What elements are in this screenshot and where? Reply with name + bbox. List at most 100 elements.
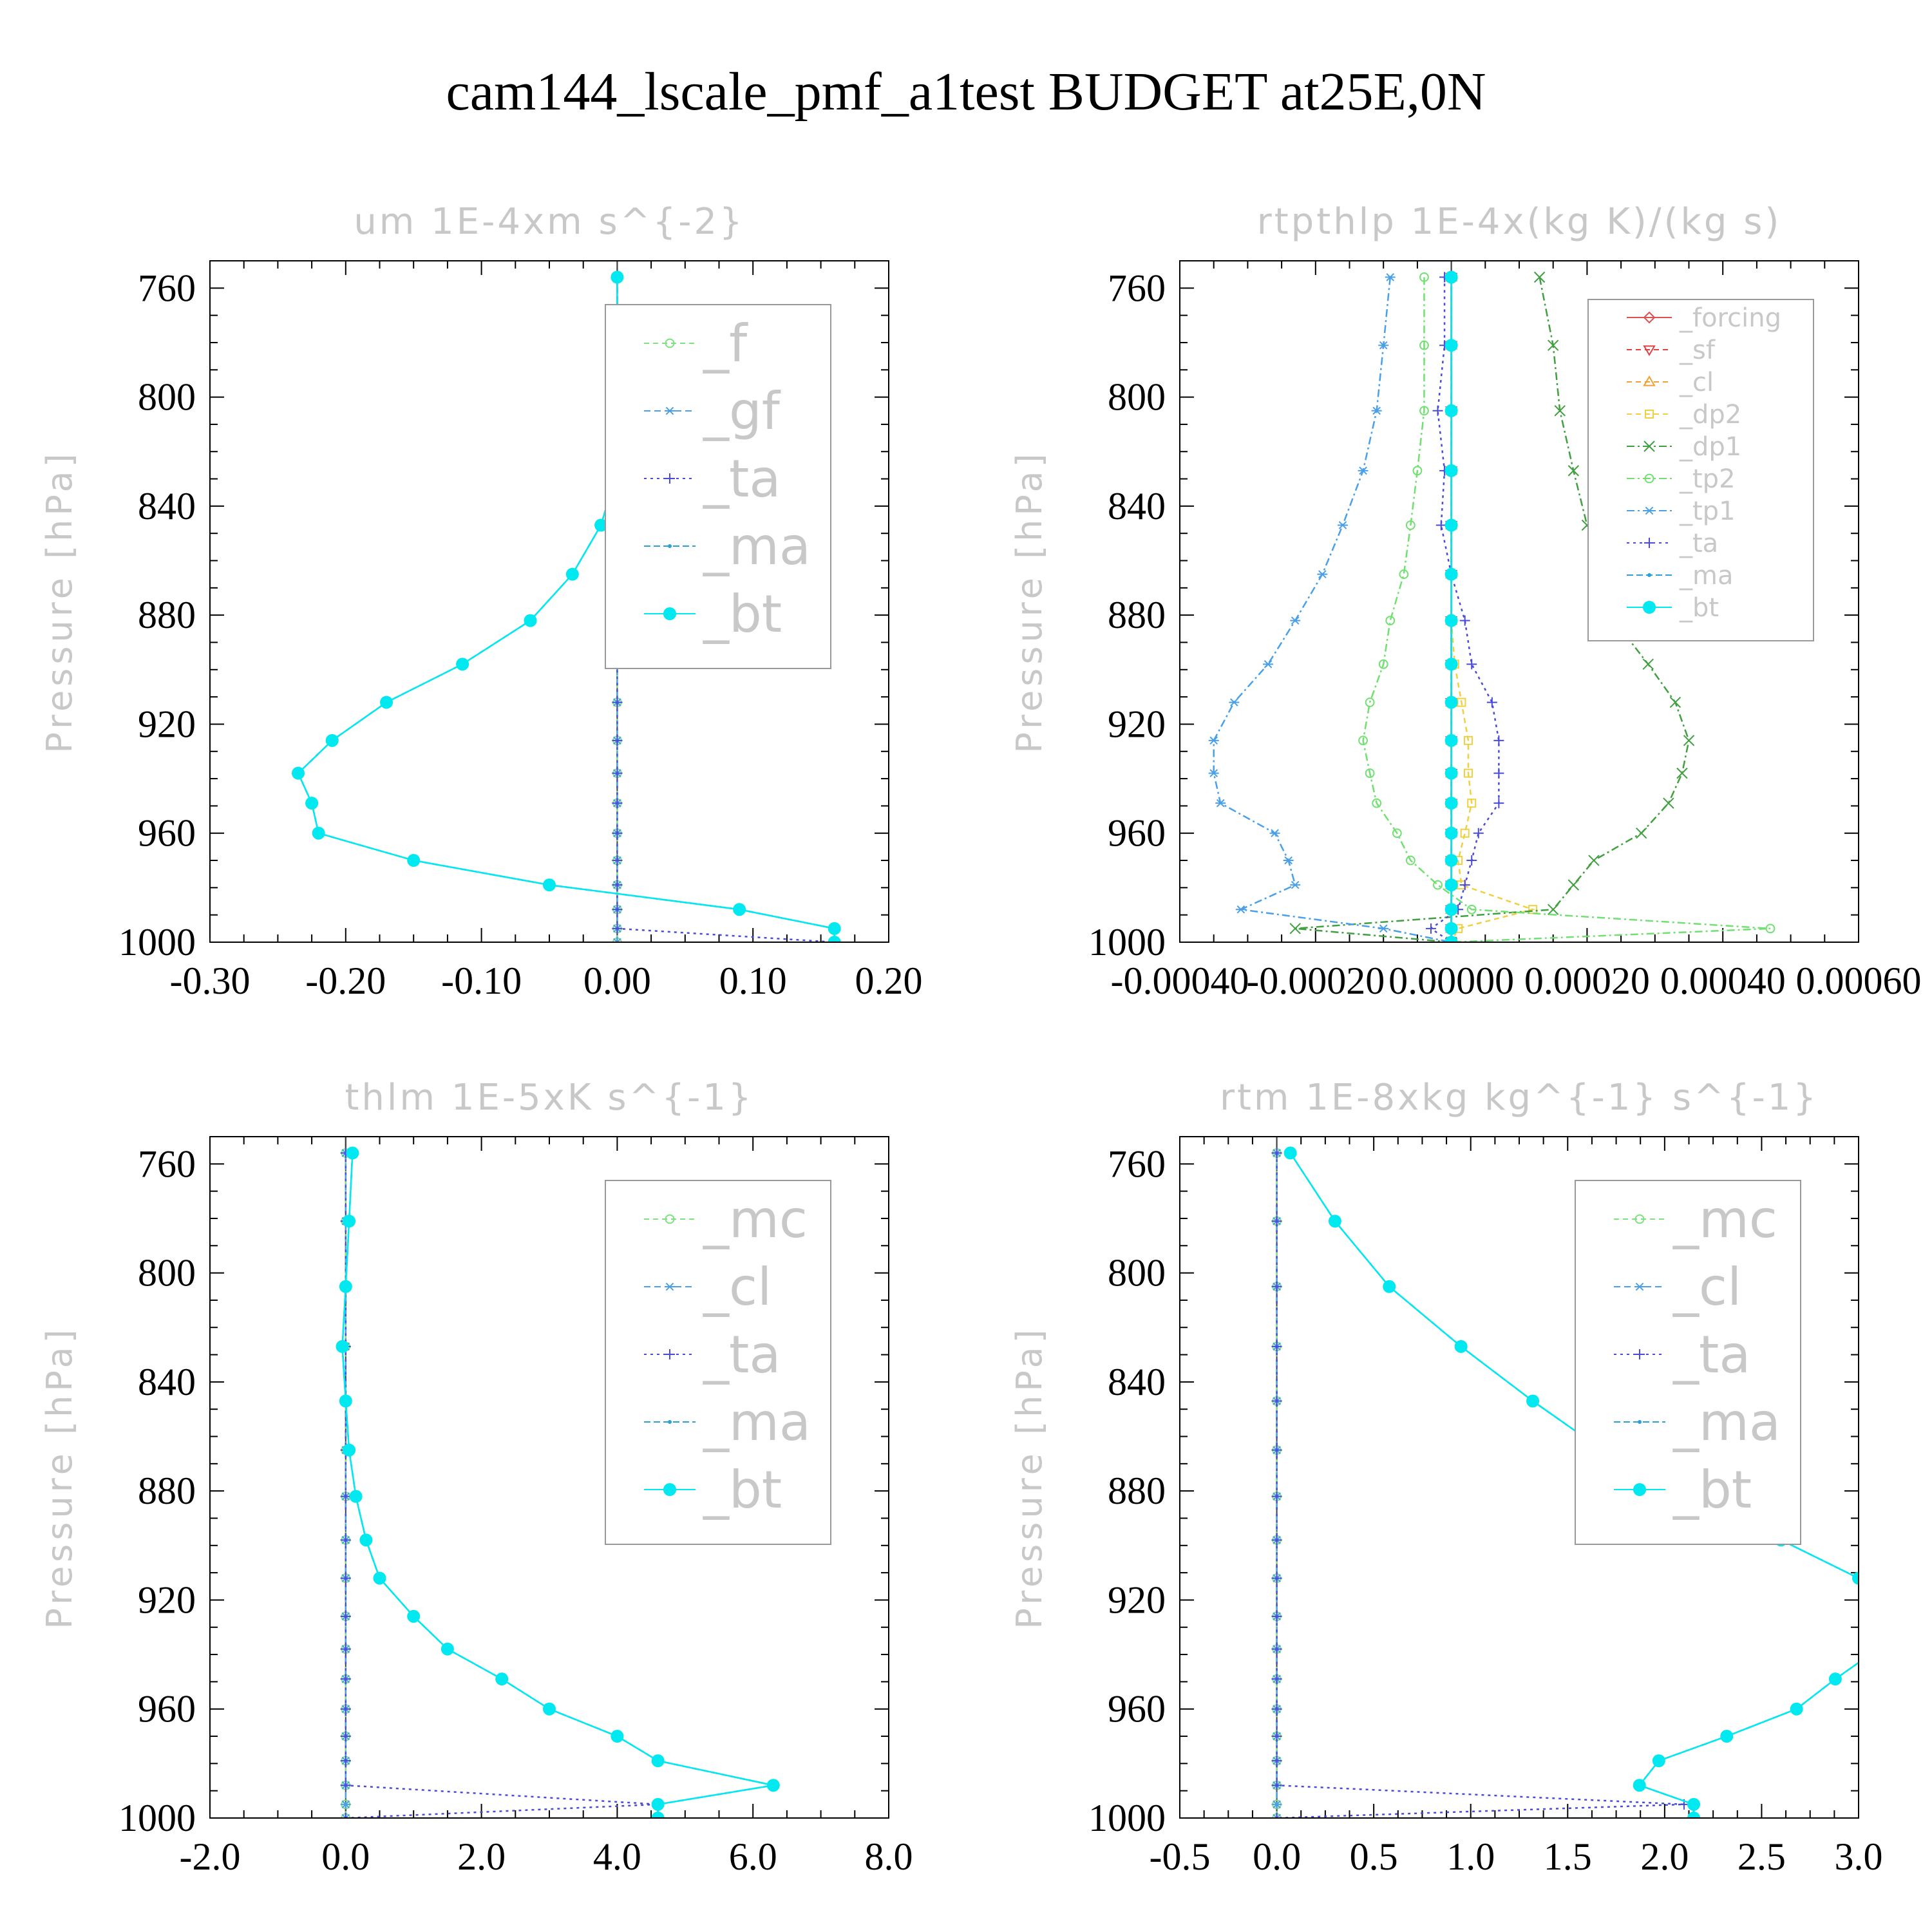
data-point — [1271, 1611, 1282, 1622]
data-point — [651, 1754, 665, 1768]
data-point — [543, 1702, 556, 1716]
legend-label: _ma — [1672, 1392, 1781, 1452]
data-point — [1444, 936, 1458, 942]
data-point — [1208, 736, 1219, 745]
x-tick-label: 1.5 — [1544, 1835, 1592, 1878]
legend-marker — [663, 1483, 676, 1496]
data-point — [1271, 1756, 1282, 1766]
y-tick-label: 840 — [1108, 485, 1166, 527]
x-tick-label: 6.0 — [729, 1835, 777, 1878]
x-tick-label: -0.30 — [170, 960, 251, 1002]
data-point — [1317, 570, 1328, 578]
data-point — [1271, 1703, 1282, 1714]
panel-title: rtpthlp 1E-4x(kg K)/(kg s) — [1257, 201, 1782, 243]
data-point — [1466, 904, 1477, 914]
data-point — [1365, 697, 1375, 707]
data-point — [1876, 1615, 1880, 1618]
data-point — [612, 880, 623, 891]
x-tick-label: 0.0 — [1253, 1835, 1301, 1878]
data-point — [340, 1643, 351, 1654]
data-point — [1687, 1812, 1701, 1818]
y-tick-label: 880 — [138, 1470, 196, 1512]
y-tick-label: 960 — [138, 812, 196, 855]
data-point — [1419, 340, 1429, 350]
data-point — [1271, 1148, 1282, 1159]
legend-label: _ta — [703, 1325, 781, 1385]
data-point — [340, 1674, 351, 1685]
data-point — [1466, 855, 1477, 866]
legend-label: _forcing — [1679, 303, 1781, 333]
y-tick-label: 920 — [1108, 703, 1166, 745]
legend: _mc _cl _ta _ma _bt — [1575, 1180, 1801, 1545]
x-tick-label: 0.00040 — [1660, 960, 1786, 1002]
y-tick-label: 880 — [1108, 594, 1166, 636]
data-point — [1460, 828, 1470, 838]
data-point — [1271, 1800, 1282, 1809]
data-point — [594, 518, 608, 532]
data-point — [340, 1814, 351, 1818]
data-point — [1444, 734, 1458, 747]
legend-label: _dp2 — [1679, 400, 1741, 430]
data-point — [339, 1394, 352, 1408]
data-point — [1229, 698, 1240, 706]
data-point — [1263, 660, 1274, 668]
data-point — [1271, 1813, 1282, 1818]
legend-marker — [1638, 1420, 1642, 1424]
data-point — [343, 1215, 356, 1228]
data-point — [340, 1535, 351, 1546]
series-line — [341, 1153, 774, 1818]
data-point — [1358, 466, 1368, 475]
panel-title: rtm 1E-8xkg kg^{-1} s^{-1} — [1220, 1077, 1819, 1119]
legend-label: _bt — [703, 584, 782, 644]
data-point — [340, 1800, 351, 1809]
y-axis-label: Pressure [hPa] — [39, 450, 80, 753]
data-point — [340, 1813, 351, 1818]
data-point — [1290, 880, 1301, 889]
data-point — [1271, 1780, 1282, 1791]
data-point — [1378, 341, 1389, 350]
legend-label: _cl — [1672, 1257, 1741, 1317]
x-tick-label: -0.20 — [305, 960, 386, 1002]
data-point — [1271, 1731, 1282, 1742]
x-tick-label: 0.00 — [583, 960, 651, 1002]
data-point — [359, 1533, 373, 1547]
data-point — [1765, 923, 1776, 934]
x-tick-label: 3.0 — [1835, 1835, 1883, 1878]
legend-marker — [1644, 506, 1654, 515]
data-point — [1432, 405, 1443, 416]
legend-box — [1575, 1180, 1801, 1545]
data-point — [325, 734, 339, 747]
legend-marker — [668, 1420, 672, 1424]
data-point — [339, 1280, 352, 1293]
plot-frame — [1179, 1136, 1859, 1819]
data-point — [1871, 1610, 1884, 1623]
legend-marker — [1647, 573, 1651, 577]
legend-marker — [668, 544, 672, 548]
data-point — [543, 878, 556, 892]
data-point — [1383, 1280, 1396, 1293]
legend-marker — [1643, 440, 1655, 452]
y-tick-label: 760 — [1108, 1142, 1166, 1185]
y-tick-label: 880 — [1108, 1470, 1166, 1512]
y-tick-label: 760 — [138, 267, 196, 309]
legend: _forcing _sf _cl _dp2_dp1_tp2 _tp1 _ta _ma_bt — [1587, 299, 1814, 641]
legend-box — [605, 1180, 831, 1545]
legend-label: _f — [703, 314, 748, 374]
data-point — [1473, 828, 1484, 838]
y-tick-label: 920 — [138, 703, 196, 745]
data-point — [1444, 797, 1458, 810]
data-point — [1526, 1394, 1540, 1408]
data-point — [1337, 521, 1348, 529]
x-tick-label: 0.5 — [1350, 1835, 1398, 1878]
legend-marker — [665, 1349, 675, 1359]
data-point — [1425, 923, 1436, 934]
data-point — [1435, 520, 1446, 531]
data-point — [1493, 768, 1504, 779]
x-tick-label: 4.0 — [593, 1835, 641, 1878]
x-tick-label: -0.00040 — [1111, 960, 1249, 1002]
data-point — [1876, 1647, 1880, 1651]
data-point — [340, 1491, 351, 1502]
data-point — [524, 614, 537, 627]
data-point — [1405, 520, 1416, 530]
x-tick-label: -0.10 — [441, 960, 522, 1002]
